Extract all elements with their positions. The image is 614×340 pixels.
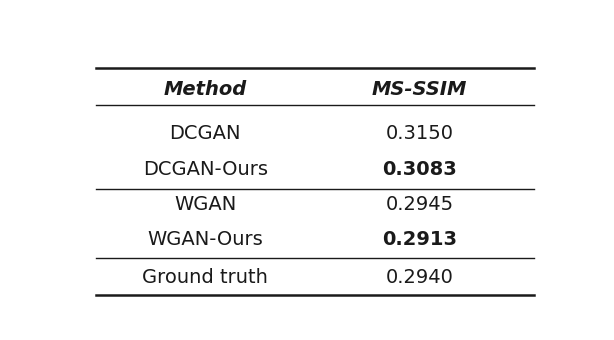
Text: 0.2913: 0.2913: [382, 230, 457, 249]
Text: 0.2945: 0.2945: [386, 195, 453, 214]
Text: DCGAN: DCGAN: [169, 124, 241, 143]
Text: 0.2940: 0.2940: [386, 268, 453, 287]
Text: Method: Method: [163, 80, 247, 99]
Text: WGAN: WGAN: [174, 195, 236, 214]
Text: Ground truth: Ground truth: [142, 268, 268, 287]
Text: 0.3083: 0.3083: [382, 159, 457, 178]
Text: WGAN-Ours: WGAN-Ours: [147, 230, 263, 249]
Text: 0.3150: 0.3150: [386, 124, 453, 143]
Text: MS-SSIM: MS-SSIM: [371, 80, 467, 99]
Text: DCGAN-Ours: DCGAN-Ours: [142, 159, 268, 178]
